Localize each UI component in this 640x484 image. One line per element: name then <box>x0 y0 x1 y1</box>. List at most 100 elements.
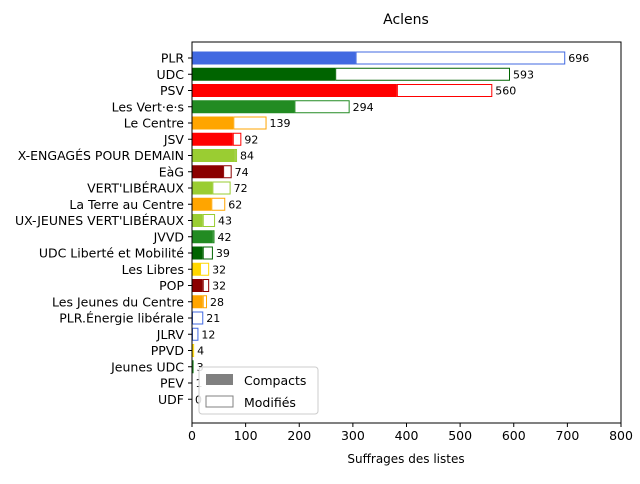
legend-label-modifies: Modifiés <box>244 395 296 410</box>
bars-group <box>192 51 566 374</box>
bar-modifies-le-centre <box>233 116 267 130</box>
y-tick-label-les-jeunes-du-centre: Les Jeunes du Centre <box>52 294 184 309</box>
bar-compacts-jeunes-udc <box>192 360 194 374</box>
bar-compacts-les-libres <box>192 262 201 276</box>
bar-compacts-jvvd <box>192 230 213 244</box>
bar-compacts-ux-jeunes-vert-liberaux <box>192 214 203 227</box>
y-tick-label-ux-jeunes-vert-liberaux: UX-JEUNES VERT'LIBÉRAUX <box>15 213 184 228</box>
bar-modifies-ux-jeunes-vert-liberaux <box>202 214 216 227</box>
bar-compacts-psv <box>192 84 397 97</box>
value-label-udc-liberte-et-mobilite: 39 <box>216 247 230 260</box>
x-tick-label-200: 200 <box>287 428 311 443</box>
bar-compacts-le-centre <box>192 116 234 130</box>
x-axis-label: Suffrages des listes <box>347 452 464 466</box>
legend: Compacts Modifiés <box>198 366 319 415</box>
value-label-pop: 32 <box>212 280 226 293</box>
value-label-jvvd: 42 <box>218 231 232 244</box>
bar-modifies-les-libres <box>200 262 210 276</box>
y-tick-label-la-terre-au-centre: La Terre au Centre <box>69 197 184 212</box>
value-label-plr-energie-liberale: 21 <box>206 312 220 325</box>
bar-modifies-pop <box>202 279 210 292</box>
y-tick-label-udc: UDC <box>156 67 184 82</box>
bar-compacts-udc <box>192 67 336 81</box>
value-label-les-vert-e-s: 294 <box>353 101 374 114</box>
y-tick-label-eag: EàG <box>159 164 184 179</box>
value-label-vert-liberaux: 72 <box>234 182 248 195</box>
value-label-jlrv: 12 <box>201 328 215 341</box>
legend-swatch-compacts <box>206 374 233 385</box>
bar-compacts-eag <box>192 165 224 179</box>
x-tick-label-100: 100 <box>234 428 258 443</box>
bar-compacts-plr <box>192 51 356 65</box>
x-tick-label-500: 500 <box>448 428 472 443</box>
bar-compacts-les-vert-e-s <box>192 100 295 114</box>
y-tick-label-jsv: JSV <box>163 132 185 147</box>
value-label-jsv: 92 <box>244 133 258 146</box>
x-tick-label-400: 400 <box>395 428 419 443</box>
bar-modifies-jlrv <box>192 327 199 341</box>
value-label-eag: 74 <box>235 166 249 179</box>
y-tick-label-les-vert-e-s: Les Vert·e·s <box>112 99 184 114</box>
bar-modifies-la-terre-au-centre <box>211 197 226 211</box>
x-ticks: 0 100 200 300 400 500 600 700 800 <box>188 423 633 443</box>
value-label-le-centre: 139 <box>270 117 291 130</box>
bar-modifies-ppvd <box>192 344 195 357</box>
bar-compacts-vert-liberaux <box>192 181 213 195</box>
bar-compacts-la-terre-au-centre <box>192 197 212 211</box>
value-label-ppvd: 4 <box>197 345 204 358</box>
bar-compacts-jsv <box>192 132 233 146</box>
value-label-psv: 560 <box>495 85 516 98</box>
bar-modifies-les-jeunes-du-centre <box>202 295 208 309</box>
bar-compacts-x-engages-pour-demain <box>192 149 235 162</box>
y-tick-label-jvvd: JVVD <box>153 229 184 244</box>
y-tick-label-jeunes-udc: Jeunes UDC <box>110 359 184 374</box>
bar-modifies-les-vert-e-s <box>294 100 350 114</box>
y-tick-label-plr: PLR <box>161 51 185 66</box>
y-tick-label-vert-liberaux: VERT'LIBÉRAUX <box>87 181 184 196</box>
bar-modifies-plr-energie-liberale <box>192 311 204 325</box>
bar-compacts-les-jeunes-du-centre <box>192 295 203 309</box>
chart-title: Aclens <box>383 12 429 28</box>
bar-compacts-udc-liberte-et-mobilite <box>192 246 203 260</box>
value-label-les-jeunes-du-centre: 28 <box>210 296 224 309</box>
value-label-x-engages-pour-demain: 84 <box>240 150 254 163</box>
bar-compacts-pop <box>192 279 203 292</box>
y-tick-label-plr-energie-liberale: PLR.Énergie libérale <box>59 311 184 326</box>
y-tick-label-udf: UDF <box>158 392 184 407</box>
x-tick-label-0: 0 <box>188 428 196 443</box>
y-tick-label-ppvd: PPVD <box>151 343 184 358</box>
value-label-les-libres: 32 <box>212 263 226 276</box>
bar-modifies-jsv <box>232 132 242 146</box>
bar-modifies-psv <box>396 84 493 97</box>
bar-modifies-udc <box>335 67 510 81</box>
bar-modifies-x-engages-pour-demain <box>234 149 238 162</box>
x-tick-label-300: 300 <box>341 428 365 443</box>
bar-modifies-vert-liberaux <box>212 181 231 195</box>
value-label-la-terre-au-centre: 62 <box>228 198 242 211</box>
y-tick-label-le-centre: Le Centre <box>124 116 185 131</box>
value-label-ux-jeunes-vert-liberaux: 43 <box>218 215 232 228</box>
x-tick-label-700: 700 <box>555 428 579 443</box>
bar-modifies-eag <box>223 165 232 179</box>
bar-modifies-plr <box>355 51 566 65</box>
x-tick-label-800: 800 <box>609 428 633 443</box>
x-tick-label-600: 600 <box>502 428 526 443</box>
legend-swatch-modifies <box>205 395 234 408</box>
y-tick-label-les-libres: Les Libres <box>122 262 184 277</box>
y-tick-label-pop: POP <box>159 278 184 293</box>
value-labels: 696 593 560 294 139 92 84 74 72 62 43 42 39 32 32 28 21 1… <box>195 52 589 406</box>
y-tick-label-psv: PSV <box>160 83 184 98</box>
y-tick-label-x-engages-pour-demain: X-ENGAGÉS POUR DEMAIN <box>18 148 184 163</box>
value-label-udc: 593 <box>513 68 534 81</box>
axes-frame <box>191 41 622 424</box>
value-label-plr: 696 <box>568 52 589 65</box>
legend-label-compacts: Compacts <box>244 373 306 388</box>
bar-modifies-jvvd <box>212 230 215 244</box>
y-tick-label-udc-liberte-et-mobilite: UDC Liberté et Mobilité <box>39 246 184 261</box>
y-tick-label-jlrv: JLRV <box>156 327 185 342</box>
y-tick-label-pev: PEV <box>160 376 184 391</box>
bar-modifies-udc-liberte-et-mobilite <box>202 246 213 260</box>
